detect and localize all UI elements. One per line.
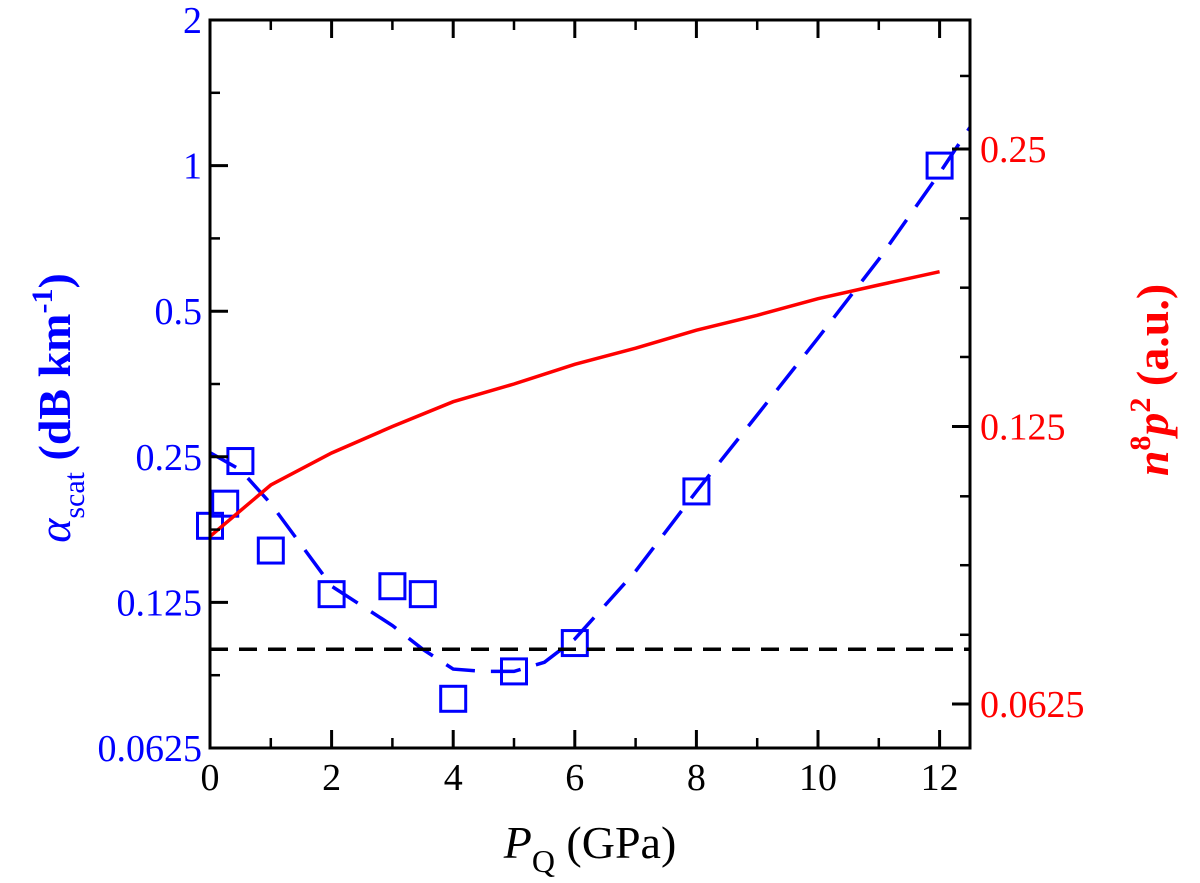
x-tick-label: 0 [201, 757, 220, 799]
y-left-tick-label: 0.5 [155, 291, 203, 333]
plot-series [196, 126, 970, 713]
y-left-axis-title-sub: scat [58, 471, 91, 518]
data-marker-square [560, 629, 589, 658]
y-left-axis-title-main: α [29, 518, 80, 543]
y-left-tick-label: 0.0625 [98, 728, 203, 770]
data-marker-square [408, 580, 437, 609]
x-axis-title-unit: (GPa) [555, 817, 676, 868]
x-tick-label: 10 [799, 757, 837, 799]
y-right-tick-label: 0.25 [980, 129, 1047, 171]
data-marker-square [378, 572, 407, 601]
y-left-axis-title-close: ) [29, 273, 80, 288]
y-left-axis-title-unit: (dB km [29, 314, 80, 472]
y-right-axis-title-unit: (a.u.) [1127, 284, 1178, 398]
y-right-axis: 0.0625 0.125 0.25 [952, 74, 1085, 726]
y-right-axis-title-n: n [1127, 451, 1178, 477]
x-tick-label: 2 [322, 757, 341, 799]
x-axis-title-main: P [503, 817, 532, 868]
y-right-tick-label: 0.125 [980, 406, 1066, 448]
y-right-axis-title-sup2: 2 [1124, 398, 1157, 413]
x-axis-title: PQ (GPa) [503, 817, 677, 879]
data-marker-square [256, 536, 285, 565]
fit-dashed-line [210, 126, 970, 674]
x-tick-label: 12 [921, 757, 959, 799]
x-axis-title-sub: Q [532, 843, 555, 879]
y-left-axis-title-sup: -1 [26, 289, 59, 314]
y-right-axis-title-sup1: 8 [1124, 436, 1157, 451]
x-tick-label: 6 [565, 757, 584, 799]
data-marker-square [211, 489, 240, 518]
data-marker-square [682, 477, 711, 506]
y-right-tick-label: 0.0625 [980, 684, 1085, 726]
data-marker-square [925, 151, 954, 180]
y-left-tick-label: 0.25 [136, 437, 203, 479]
y-left-axis: 0.0625 0.125 0.25 0.5 1 2 [98, 0, 228, 770]
y-right-axis-title-p: p [1127, 413, 1178, 440]
y-right-axis-title: n8p2 (a.u.) [1124, 284, 1178, 476]
y-left-tick-label: 0.125 [117, 582, 203, 624]
data-marker-square [439, 684, 468, 713]
y-left-tick-label: 2 [183, 0, 202, 42]
y-left-axis-title: αscat (dB km-1) [26, 273, 91, 543]
x-tick-label: 4 [444, 757, 463, 799]
x-tick-label: 8 [687, 757, 706, 799]
red-solid-line [210, 269, 940, 538]
y-left-tick-label: 1 [183, 146, 202, 188]
x-axis: 0 2 4 6 8 10 12 [201, 20, 959, 799]
